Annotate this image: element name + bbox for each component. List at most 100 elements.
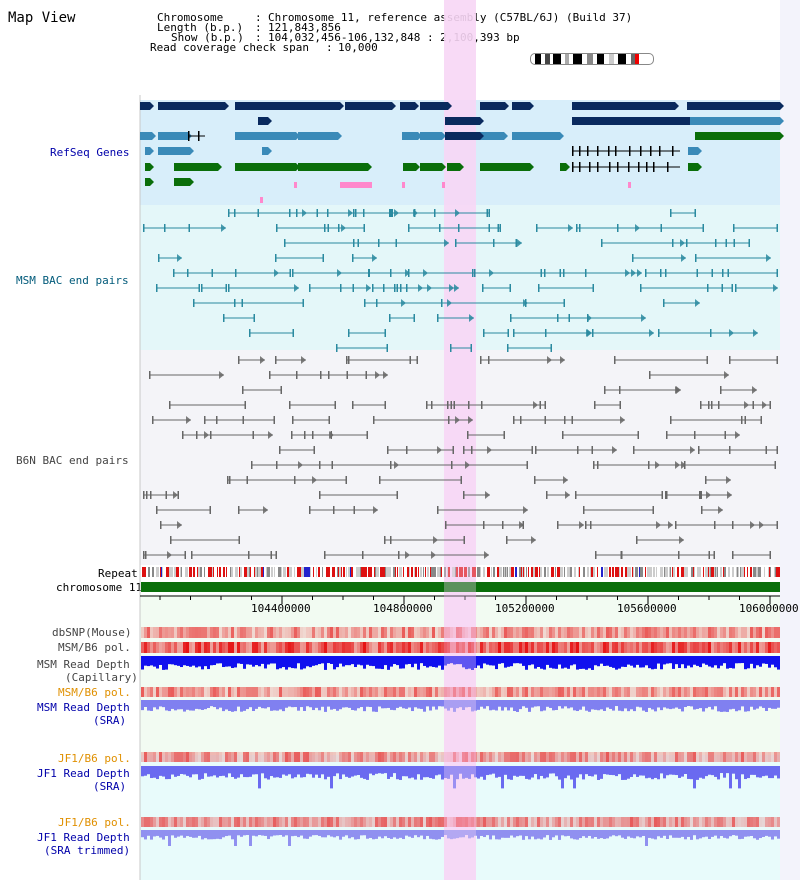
msm-depth-sra-bar xyxy=(615,700,618,707)
msm-depth-sra-bar xyxy=(429,700,432,711)
repeat-mark xyxy=(625,567,627,577)
jf1-depth-trim-bar xyxy=(501,830,504,838)
jf1-depth-sra-bar xyxy=(669,766,672,775)
msm-b6-pol2-heat-cell xyxy=(480,687,483,697)
msm-b6-pol-heat-cell xyxy=(522,642,525,653)
msm-depth-cap-bar xyxy=(540,656,543,669)
jf1-depth-sra-bar xyxy=(369,766,372,774)
b6n-bac-label[interactable]: B6N BAC end pairs xyxy=(16,454,129,467)
msm-b6-pol2-heat-cell xyxy=(603,687,606,697)
msm-depth-cap-bar xyxy=(303,656,306,669)
jf1-b6-pol2-heat-cell xyxy=(153,817,156,827)
msm-b6-pol2-heat-cell xyxy=(192,687,195,697)
msm-read-depth-sra-label-1[interactable]: MSM Read Depth xyxy=(37,701,130,714)
jf1-depth-trim-bar xyxy=(474,830,477,836)
jf1-b6-pol2-heat-cell xyxy=(270,817,273,827)
dbsnp-heat-cell xyxy=(591,627,594,638)
msm-b6-pol-label-1[interactable]: MSM/B6 pol. xyxy=(58,641,131,654)
jf1-read-depth-trim-label-1[interactable]: JF1 Read Depth xyxy=(37,831,130,844)
b6n-bac-pair-end xyxy=(539,401,541,409)
msm-b6-pol-heat-cell xyxy=(756,642,759,653)
jf1-b6-pol2-heat-cell xyxy=(183,817,186,827)
msm-b6-pol2-heat-cell xyxy=(615,687,618,697)
msm-b6-pol-label-2[interactable]: MSM/B6 pol. xyxy=(58,686,131,699)
refseq-genes-label[interactable]: RefSeq Genes xyxy=(50,146,130,159)
jf1-depth-trim-bar xyxy=(417,830,420,838)
msm-depth-sra-bar xyxy=(333,700,336,709)
msm-depth-sra-bar xyxy=(588,700,591,712)
dbsnp-heat-cell xyxy=(648,627,651,638)
msm-depth-sra-bar xyxy=(309,700,312,708)
repeat-mark xyxy=(587,567,588,577)
jf1-b6-pol-label-2[interactable]: JF1/B6 pol. xyxy=(58,816,131,829)
jf1-depth-sra-bar xyxy=(489,766,492,775)
dbsnp-heat-cell xyxy=(765,627,768,638)
msm-depth-sra-bar xyxy=(435,700,438,710)
jf1-depth-sra-bar xyxy=(564,766,567,779)
refseq-exon xyxy=(597,162,599,172)
msm-depth-sra-bar xyxy=(363,700,366,712)
dbsnp-heat-cell xyxy=(423,627,426,638)
jf1-b6-pol-label-1[interactable]: JF1/B6 pol. xyxy=(58,752,131,765)
msm-depth-cap-bar xyxy=(267,656,270,665)
jf1-b6-pol2-heat-cell xyxy=(741,817,744,827)
jf1-b6-pol2-heat-cell xyxy=(642,817,645,827)
repeat-mark xyxy=(531,567,534,577)
repeat-mark xyxy=(283,567,286,577)
dbsnp-heat-cell xyxy=(381,627,384,638)
jf1-b6-pol2-heat-cell xyxy=(612,817,615,827)
jf1-b6-pol2-heat-cell xyxy=(231,817,234,827)
repeat-mark xyxy=(499,567,502,577)
msm-depth-cap-bar xyxy=(444,656,447,666)
dbsnp-heat-cell xyxy=(612,627,615,638)
dbsnp-label[interactable]: dbSNP(Mouse) xyxy=(52,626,132,639)
repeat-mark xyxy=(250,567,251,577)
msm-b6-pol-heat-cell xyxy=(420,642,423,653)
jf1-b6-pol2-heat-cell xyxy=(522,817,525,827)
msm-bac-pair-end xyxy=(289,269,291,277)
dbsnp-heat-cell xyxy=(600,627,603,638)
msm-depth-cap-bar xyxy=(396,656,399,666)
msm-b6-pol-heat-cell xyxy=(573,642,576,653)
msm-b6-pol2-heat-cell xyxy=(519,687,522,697)
jf1-b6-pol-heat-cell xyxy=(651,752,654,762)
jf1-b6-pol-heat-cell xyxy=(597,752,600,762)
b6n-bac-pair-end xyxy=(242,416,244,424)
jf1-read-depth-sra-label-1[interactable]: JF1 Read Depth xyxy=(37,767,130,780)
msm-bac-label[interactable]: MSM BAC end pairs xyxy=(16,274,129,287)
msm-depth-sra-bar xyxy=(300,700,303,708)
jf1-b6-pol-heat-cell xyxy=(432,752,435,762)
msm-depth-cap-bar xyxy=(324,656,327,670)
msm-b6-pol-heat-cell xyxy=(705,642,708,653)
repeat-mark xyxy=(186,567,188,577)
msm-depth-cap-bar xyxy=(543,656,546,670)
msm-depth-sra-bar xyxy=(141,700,144,711)
b6n-bac-pair-end xyxy=(184,551,186,559)
msm-depth-sra-bar xyxy=(453,700,456,712)
msm-depth-cap-bar xyxy=(765,656,768,664)
msm-b6-pol-heat-cell xyxy=(150,642,153,653)
jf1-depth-sra-bar xyxy=(435,766,438,776)
jf1-depth-sra-bar xyxy=(759,766,762,778)
msm-depth-cap-bar xyxy=(321,656,324,664)
msm-b6-pol2-heat-cell xyxy=(453,687,456,697)
jf1-depth-trim-bar xyxy=(333,830,336,838)
jf1-b6-pol-heat-cell xyxy=(717,752,720,762)
b6n-bac-pair-head xyxy=(373,506,378,514)
msm-depth-cap-bar xyxy=(531,656,534,665)
msm-bac-pair-end xyxy=(722,269,724,277)
jf1-depth-sra-bar xyxy=(546,766,549,778)
jf1-b6-pol-heat-cell xyxy=(324,752,327,762)
chromosome-ideogram[interactable] xyxy=(530,53,654,65)
msm-read-depth-cap-label-1[interactable]: MSM Read Depth xyxy=(37,658,130,671)
jf1-depth-trim-bar xyxy=(168,830,171,846)
jf1-depth-trim-bar xyxy=(276,830,279,836)
jf1-depth-sra-bar xyxy=(189,766,192,778)
msm-b6-pol2-heat-cell xyxy=(654,687,657,697)
msm-depth-cap-bar xyxy=(579,656,582,669)
jf1-depth-trim-bar xyxy=(210,830,213,840)
dbsnp-heat-cell xyxy=(633,627,636,638)
b6n-bac-pair-end xyxy=(331,461,333,469)
repeat-mark xyxy=(322,567,323,577)
